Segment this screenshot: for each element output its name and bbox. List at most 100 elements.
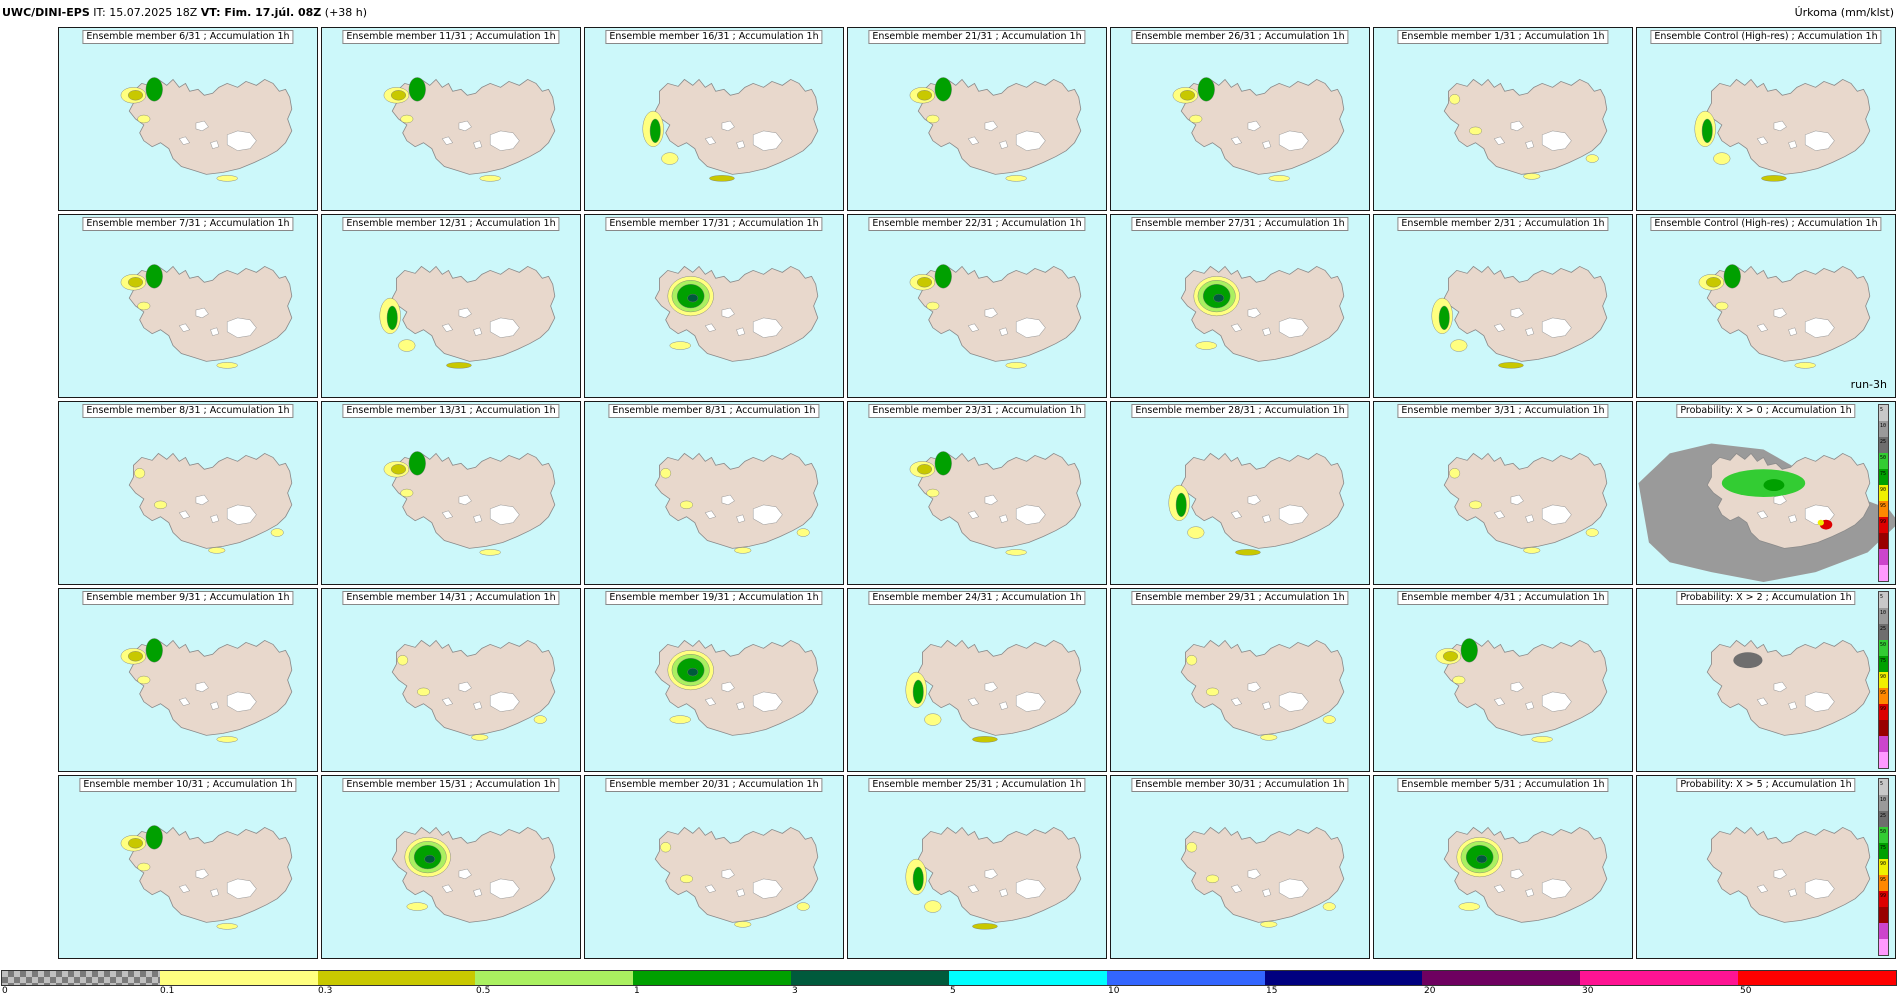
colorbar-segment <box>633 971 792 985</box>
glacier-area <box>473 140 483 149</box>
glacier-area <box>473 514 483 523</box>
panel-title: Probability: X > 2 ; Accumulation 1h <box>1676 591 1856 605</box>
iceland-land <box>1180 826 1345 923</box>
glacier-area <box>210 514 220 523</box>
iceland-land <box>1443 78 1608 175</box>
glacier-area <box>195 868 209 880</box>
probability-scale-segment: 50 <box>1879 827 1888 843</box>
ensemble-member-panel: Ensemble member 20/31 ; Accumulation 1h <box>584 775 844 959</box>
precip-blob <box>1452 675 1466 685</box>
glacier-area <box>1525 514 1535 523</box>
iceland-map <box>848 402 1106 584</box>
glacier-area <box>999 701 1009 710</box>
glacier-area <box>1788 140 1798 149</box>
precip-blob <box>1322 902 1336 911</box>
ensemble-member-panel: Ensemble member 8/31 ; Accumulation 1h <box>58 401 318 585</box>
ensemble-member-panel: Ensemble member 1/31 ; Accumulation 1h <box>1373 27 1633 211</box>
ensemble-member-panel: Ensemble member 8/31 ; Accumulation 1h <box>584 401 844 585</box>
ensemble-member-panel: Ensemble member 30/31 ; Accumulation 1h <box>1110 775 1370 959</box>
glacier-area <box>489 878 520 899</box>
glacier-area <box>721 868 735 880</box>
precip-blob <box>1260 734 1278 741</box>
probability-scale-segment: 5 <box>1879 779 1888 795</box>
iceland-map <box>1374 589 1632 771</box>
iceland-map <box>59 28 317 210</box>
precip-blob <box>128 838 144 849</box>
iceland-map <box>59 776 317 958</box>
precip-blob <box>709 175 735 182</box>
precip-blob <box>408 451 426 476</box>
iceland-land <box>1443 452 1608 549</box>
precip-blob <box>1235 549 1261 556</box>
glacier-area <box>1230 697 1243 707</box>
precip-blob <box>1458 902 1480 911</box>
ensemble-member-panel: Ensemble member 4/31 ; Accumulation 1h <box>1373 588 1633 772</box>
probability-scale-label: 75 <box>1880 845 1887 851</box>
glacier-area <box>1773 307 1787 319</box>
precip-blob <box>1723 264 1741 289</box>
glacier-area <box>721 120 735 132</box>
probability-scale-label: 5 <box>1880 781 1884 787</box>
panel-title: Ensemble member 9/31 ; Accumulation 1h <box>82 591 294 605</box>
glacier-area <box>1015 130 1046 151</box>
ensemble-member-panel: Ensemble member 26/31 ; Accumulation 1h <box>1110 27 1370 211</box>
panel-title: Ensemble member 30/31 ; Accumulation 1h <box>1131 778 1349 792</box>
colorbar-segment <box>948 971 1107 985</box>
glacier-area <box>1756 510 1769 520</box>
glacier-area <box>967 884 980 894</box>
iceland-land <box>391 452 556 549</box>
iceland-land <box>1443 265 1608 362</box>
precip-blob <box>1175 492 1187 517</box>
precip-blob <box>669 715 691 724</box>
glacier-area <box>441 510 454 520</box>
glacier-area <box>1510 120 1524 132</box>
precip-blob <box>926 488 940 498</box>
ensemble-member-panel: Ensemble member 13/31 ; Accumulation 1h <box>321 401 581 585</box>
glacier-area <box>736 701 746 710</box>
probability-scale-segment <box>1879 907 1888 923</box>
precip-blob <box>1449 468 1461 479</box>
glacier-area <box>441 323 454 333</box>
probability-scale-label: 50 <box>1880 829 1887 835</box>
iceland-land <box>128 639 293 736</box>
colorbar-label: 1 <box>634 986 640 996</box>
glacier-area <box>1278 317 1309 338</box>
glacier-area <box>1510 307 1524 319</box>
precip-blob <box>1701 118 1713 143</box>
probability-scale-label: 5 <box>1880 594 1884 600</box>
precip-blob <box>917 277 933 288</box>
probability-scale-segment: 75 <box>1879 469 1888 485</box>
glacier-area <box>226 691 257 712</box>
colorbar-label: 10 <box>1108 986 1120 996</box>
iceland-map <box>585 776 843 958</box>
glacier-area <box>1804 691 1835 712</box>
ensemble-member-panel: Ensemble member 21/31 ; Accumulation 1h <box>847 27 1107 211</box>
glacier-area <box>195 681 209 693</box>
precip-blob <box>660 842 672 853</box>
iceland-land <box>1706 826 1871 923</box>
glacier-area <box>704 884 717 894</box>
glacier-area <box>489 691 520 712</box>
glacier-area <box>195 307 209 319</box>
iceland-map <box>848 28 1106 210</box>
probability-scale-segment: 99 <box>1879 517 1888 533</box>
probability-panel: Probability: X > 2 ; Accumulation 1h 5 10 2… <box>1636 588 1896 772</box>
precip-blob <box>687 293 699 303</box>
precip-blob <box>533 715 547 724</box>
glacier-area <box>210 327 220 336</box>
ensemble-member-panel: Ensemble member 25/31 ; Accumulation 1h <box>847 775 1107 959</box>
glacier-area <box>226 317 257 338</box>
init-label: IT: <box>93 6 106 19</box>
precip-blob <box>796 902 810 911</box>
glacier-area <box>1804 504 1835 525</box>
panel-title: Ensemble Control (High-res) ; Accumulati… <box>1650 217 1882 231</box>
glacier-area <box>441 884 454 894</box>
glacier-area <box>1278 504 1309 525</box>
glacier-area <box>984 120 998 132</box>
probability-scale-label: 90 <box>1880 487 1887 493</box>
probability-scale-segment: 99 <box>1879 704 1888 720</box>
probability-scale: 5 10 25 50 75 90 95 99 <box>1878 778 1889 956</box>
glacier-area <box>1015 691 1046 712</box>
iceland-map <box>1111 589 1369 771</box>
glacier-area <box>1278 691 1309 712</box>
